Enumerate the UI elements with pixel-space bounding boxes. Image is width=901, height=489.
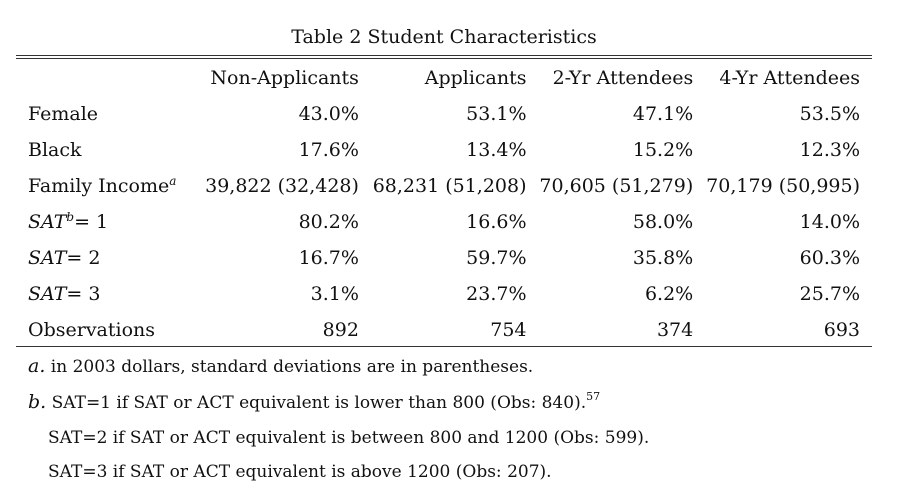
table-cell: 43.0% [298,103,359,125]
table-header-row: Non-Applicants Applicants 2-Yr Attendees… [16,60,872,96]
footnote-a-text: in 2003 dollars, standard deviations are… [45,357,534,377]
table-cell: 70,605 (51,279) [539,175,694,197]
table-cell: 15.2% [632,139,694,161]
top-rule-inner [16,58,872,59]
footnote-b: b. SAT=1 if SAT or ACT equivalent is low… [28,390,601,413]
row-label-family-income: Family Incomea [16,168,199,204]
table-row: Observations 892 754 374 693 [16,312,872,348]
table-cell: 693 [823,319,860,341]
footnote-b-text: SAT=1 if SAT or ACT equivalent is lower … [46,393,587,413]
footnote-a-mark: a. [28,355,46,377]
table-cell: 25.7% [799,283,860,305]
footnote-b-line-2: SAT=2 if SAT or ACT equivalent is betwee… [48,428,650,448]
column-header-2yr-attendees: 2-Yr Attendees [552,67,694,89]
column-header-non-applicants: Non-Applicants [210,67,359,89]
row-label-text: SAT [28,283,67,305]
row-label-text: SAT [28,247,67,269]
footnote-b-superscript: 57 [586,390,601,403]
table-cell: 53.5% [799,103,860,125]
table-caption: Table 2 Student Characteristics [291,26,597,48]
table-cell: 59.7% [466,247,527,269]
table-cell: 892 [322,319,359,341]
row-label-black: Black [28,139,82,161]
table-cell: 6.2% [644,283,694,305]
student-characteristics-table: Non-Applicants Applicants 2-Yr Attendees… [16,60,872,348]
footnote-marker-a: a [169,174,177,188]
table-row: SAT= 3 3.1% 23.7% 6.2% 25.7% [16,276,872,312]
table-cell: 374 [656,319,694,341]
table-row: Family Incomea 39,822 (32,428) 68,231 (5… [16,168,872,204]
table-cell: 58.0% [632,211,694,233]
row-label-suffix: = 3 [66,283,101,305]
table-cell: 13.4% [466,139,527,161]
table-cell: 80.2% [298,211,359,233]
table-cell: 14.0% [799,211,860,233]
footnote-a: a. in 2003 dollars, standard deviations … [28,356,533,377]
footnote-b-line-3: SAT=3 if SAT or ACT equivalent is above … [48,462,552,482]
table-cell: 39,822 (32,428) [205,175,359,197]
table-cell: 53.1% [466,103,527,125]
bottom-rule [16,346,872,347]
footnote-marker-b: b [66,210,75,224]
table-row: Black 17.6% 13.4% 15.2% 12.3% [16,132,872,168]
row-label-sat-1: SATb= 1 [16,204,199,240]
footnote-b-mark: b. [28,391,47,413]
table-cell: 3.1% [310,283,359,305]
table-cell: 12.3% [799,139,860,161]
table-cell: 23.7% [466,283,527,305]
table-row: SATb= 1 80.2% 16.6% 58.0% 14.0% [16,204,872,240]
row-label-observations: Observations [28,319,156,341]
row-label-female: Female [28,103,99,125]
table-cell: 16.6% [466,211,527,233]
row-label-sat-2: SAT= 2 [16,240,199,276]
table-cell: 47.1% [632,103,694,125]
header-empty-cell [16,60,199,96]
table-cell: 68,231 (51,208) [372,175,527,197]
table-row: Female 43.0% 53.1% 47.1% 53.5% [16,96,872,132]
table-cell: 70,179 (50,995) [706,175,860,197]
table-cell: 754 [490,319,527,341]
column-header-applicants: Applicants [424,67,527,89]
table-row: SAT= 2 16.7% 59.7% 35.8% 60.3% [16,240,872,276]
table-cell: 60.3% [799,247,860,269]
row-label-text: SAT [28,211,67,233]
table-cell: 35.8% [632,247,694,269]
row-label-suffix: = 2 [66,247,101,269]
row-label-text: Family Income [28,175,170,197]
top-rule-outer [16,55,872,56]
column-header-4yr-attendees: 4-Yr Attendees [719,67,860,89]
table-cell: 17.6% [298,139,359,161]
row-label-sat-3: SAT= 3 [16,276,199,312]
table-cell: 16.7% [298,247,359,269]
row-label-suffix: = 1 [74,211,109,233]
